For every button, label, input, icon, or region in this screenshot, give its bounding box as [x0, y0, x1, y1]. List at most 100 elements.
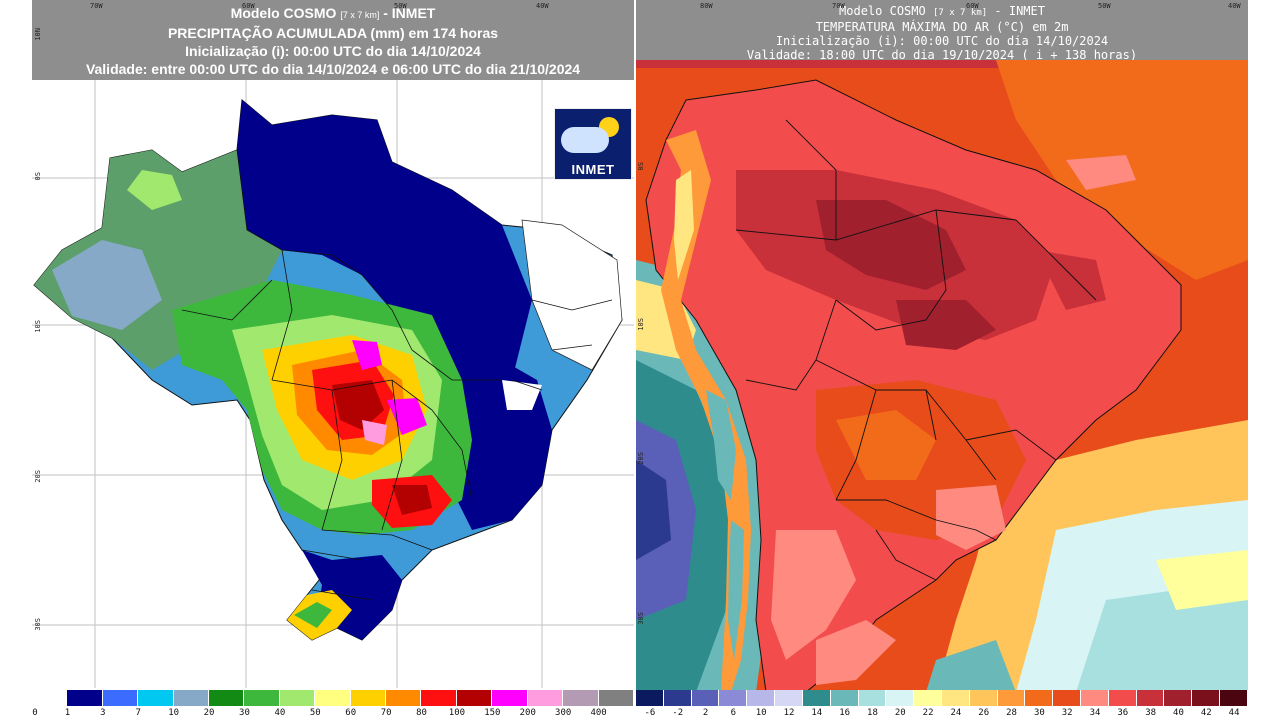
legend-label: 40: [1173, 708, 1184, 718]
temperature-legend: -6 -2 2 6 10 12 14 16 18 20 22 24 26 28 30 32 34 36 38 40 42…: [636, 690, 1248, 720]
legend-swatch: [32, 690, 68, 706]
temperature-map-svg: [636, 60, 1248, 693]
model-source: - INMET: [994, 4, 1045, 18]
legend-label: 70: [380, 708, 392, 718]
legend-swatch: [997, 690, 1026, 706]
top-tick-70w: 70W: [832, 2, 845, 10]
legend-labels: 0 1 3 7 10 20 30 40 50 60 70 80 100 150 200 300 400: [32, 708, 634, 720]
side-tick-20s: 20S: [637, 452, 645, 465]
legend-swatch: [719, 690, 748, 706]
legend-label: 20: [203, 708, 215, 718]
side-tick-20s: 20S: [34, 470, 42, 483]
legend-label: 42: [1200, 708, 1212, 718]
legend-swatch: [102, 690, 139, 706]
legend-swatch: [858, 690, 887, 706]
legend-swatch: [315, 690, 351, 706]
legend-swatch: [209, 690, 245, 706]
temperature-header: Modelo COSMO [7 x 7 km] - INMET TEMPERAT…: [636, 0, 1248, 62]
legend-swatch: [138, 690, 174, 706]
validity-time: Validade: 18:00 UTC do dia 19/10/2024 ( …: [746, 48, 1138, 62]
legend-swatch: [527, 690, 564, 706]
legend-label: 38: [1145, 708, 1157, 718]
top-tick-70w: 70W: [90, 2, 103, 10]
legend-label: 300: [555, 708, 572, 718]
legend-swatch: [1220, 690, 1248, 706]
legend-swatch: [492, 690, 528, 706]
legend-label: 24: [950, 708, 962, 718]
legend-swatch: [350, 690, 387, 706]
model-source: - INMET: [383, 5, 436, 21]
top-tick-60w: 60W: [966, 2, 979, 10]
model-name: Modelo COSMO: [230, 5, 337, 21]
legend-label: 16: [839, 708, 851, 718]
legend-swatch: [969, 690, 998, 706]
top-tick-60w: 60W: [242, 2, 255, 10]
side-tick-10s: 10S: [34, 320, 42, 333]
legend-swatch: [421, 690, 457, 706]
legend-swatch: [941, 690, 970, 706]
legend-label: 6: [730, 708, 737, 718]
legend-label: 1: [64, 708, 71, 718]
legend-swatch: [830, 690, 859, 706]
side-tick-10n: 10N: [34, 28, 42, 41]
top-tick-40w: 40W: [536, 2, 549, 10]
precipitation-header: Modelo COSMO [7 x 7 km] - INMET PRECIPIT…: [32, 0, 634, 80]
side-tick-0s: 0S: [34, 172, 42, 181]
legend-label: 28: [1006, 708, 1017, 718]
legend-swatches: [32, 690, 634, 706]
legend-label: -6: [644, 708, 656, 718]
legend-swatch: [691, 690, 720, 706]
legend-label: 22: [922, 708, 934, 718]
legend-swatch: [1164, 690, 1193, 706]
legend-swatch: [1025, 690, 1054, 706]
legend-swatch: [663, 690, 692, 706]
top-tick-80w: 80W: [700, 2, 713, 10]
side-tick-30s: 30S: [637, 612, 645, 625]
precipitation-map-svg: [32, 80, 634, 688]
legend-swatch: [775, 690, 803, 706]
legend-label: 26: [978, 708, 990, 718]
precipitation-legend: 0 1 3 7 10 20 30 40 50 60 70 80 100 150 200 300 400: [32, 690, 634, 720]
legend-swatch: [563, 690, 599, 706]
legend-label: 80: [416, 708, 427, 718]
legend-label: 36: [1117, 708, 1129, 718]
top-tick-40w: 40W: [1228, 2, 1241, 10]
legend-label: 40: [274, 708, 286, 718]
legend-swatch: [747, 690, 776, 706]
legend-label: 3: [100, 708, 106, 718]
model-resolution: [7 x 7 km]: [340, 10, 380, 20]
legend-swatch: [279, 690, 316, 706]
legend-label: 30: [239, 708, 250, 718]
legend-label: 44: [1228, 708, 1240, 718]
legend-swatch: [67, 690, 103, 706]
legend-label: 20: [894, 708, 906, 718]
temperature-map: [636, 60, 1248, 693]
legend-swatch: [1053, 690, 1081, 706]
legend-swatch: [914, 690, 942, 706]
legend-label: 30: [1033, 708, 1045, 718]
legend-label: 2: [702, 708, 709, 718]
init-time: Inicialização (i): 00:00 UTC do dia 14/1…: [775, 34, 1109, 48]
legend-swatch: [636, 690, 664, 706]
precipitation-map-panel: Modelo COSMO [7 x 7 km] - INMET PRECIPIT…: [32, 0, 634, 720]
top-tick-50w: 50W: [1098, 2, 1111, 10]
legend-swatches: [636, 690, 1248, 706]
temperature-map-panel: Modelo COSMO [7 x 7 km] - INMET TEMPERAT…: [636, 0, 1248, 720]
legend-label: 14: [811, 708, 823, 718]
map-title: TEMPERATURA MÁXIMA DO AR (°C) em 2m: [815, 20, 1069, 34]
model-name: Modelo COSMO: [839, 4, 926, 18]
legend-swatch: [173, 690, 210, 706]
legend-swatch: [1136, 690, 1165, 706]
legend-swatch: [1081, 690, 1109, 706]
init-time: Inicialização (i): 00:00 UTC do dia 14/1…: [185, 43, 481, 59]
legend-label: 400: [590, 708, 607, 718]
legend-label: 200: [519, 708, 536, 718]
legend-label: 18: [867, 708, 878, 718]
legend-label: 150: [484, 708, 501, 718]
legend-label: 7: [135, 708, 141, 718]
model-resolution: [7 x 7 km]: [932, 8, 988, 18]
precipitation-map: [32, 80, 634, 688]
legend-swatch: [386, 690, 422, 706]
legend-label: 100: [448, 708, 466, 718]
legend-swatch: [1108, 690, 1137, 706]
